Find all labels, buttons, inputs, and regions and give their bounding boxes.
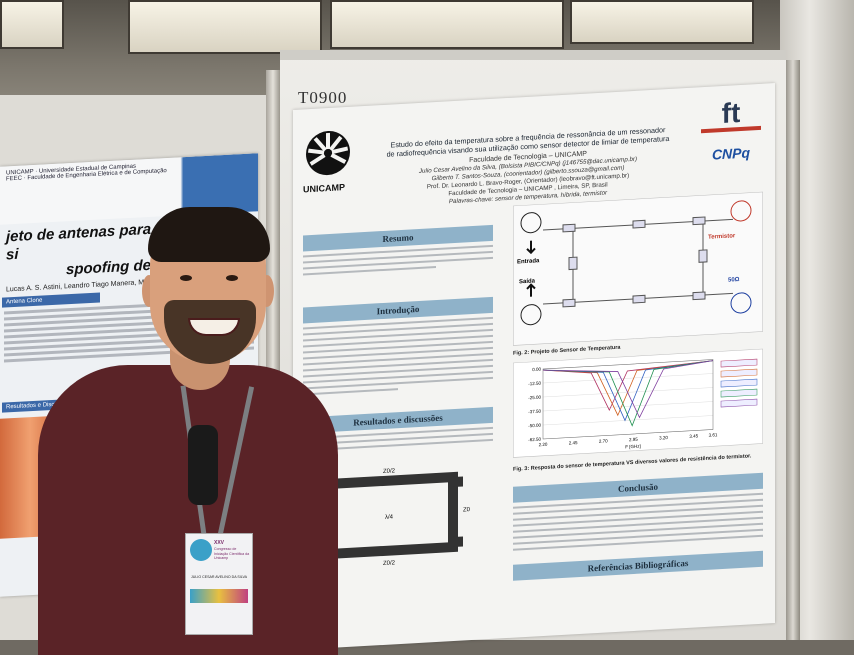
booth-pole	[786, 60, 800, 640]
badge-logo-icon	[190, 539, 212, 561]
chart-legend-swatch	[720, 378, 758, 388]
badge-stripe	[190, 589, 248, 603]
chart-y-tick: -37.50	[528, 409, 541, 415]
name-badge: XXV Congresso de Iniciação Científica da…	[185, 533, 253, 635]
chart-legend-swatch	[720, 398, 758, 408]
circuit-figure: Entrada Saída Termistor 50Ω	[512, 191, 764, 347]
chart-x-tick: 3.20	[659, 435, 668, 441]
skylight-window	[128, 0, 322, 54]
chart-gridline	[543, 415, 713, 426]
chart-series-line	[542, 360, 714, 427]
poster-right-column: Entrada Saída Termistor 50Ω Fig. 2: Proj…	[512, 191, 764, 581]
sunglasses-icon	[188, 425, 218, 505]
hybrid-label: Z0/2	[383, 560, 396, 567]
chart-legend-swatch	[720, 358, 758, 368]
chart-x-tick: 2.45	[569, 440, 578, 446]
chart-series-line	[542, 360, 714, 419]
poster-code: T0900	[298, 88, 348, 107]
chart-xlabel: F [GHz]	[625, 444, 640, 450]
hybrid-label: λ/4	[385, 514, 394, 520]
unicamp-logo: UNICAMP	[303, 126, 363, 194]
person-eye	[226, 275, 238, 281]
ft-logo-text: ft	[701, 97, 761, 134]
booth-rail	[280, 50, 786, 60]
chart-x-tick: 2.20	[539, 442, 548, 448]
person-hair	[148, 207, 270, 262]
cnpq-logo-text: CNPq	[711, 144, 751, 163]
chart-plot-area	[542, 359, 714, 440]
chart-x-tick: 2.70	[599, 438, 608, 444]
badge-name: JULIO CESAR AVELINO DA SILVA	[190, 575, 248, 579]
chart-y-tick: -25.00	[528, 395, 541, 401]
hybrid-label: Z0	[463, 507, 471, 513]
chart-y-tick: 0.00	[532, 367, 541, 373]
hybrid-label: Z0/2	[383, 468, 396, 475]
ft-logo: ft	[701, 97, 761, 134]
circuit-label-entrada: Entrada	[517, 258, 540, 265]
skylight-window	[0, 0, 64, 49]
chart-series-line	[542, 360, 714, 412]
chart-legend-swatch	[720, 368, 758, 378]
badge-line1: XXV	[214, 540, 225, 546]
chart-y-tick: -50.00	[528, 423, 541, 429]
chart-y-tick: -12.50	[528, 381, 541, 387]
person-eye	[180, 275, 192, 281]
chart-x-tick: 3.61	[709, 432, 718, 438]
cnpq-logo: CNPq	[701, 144, 761, 163]
unicamp-logo-icon	[306, 131, 350, 176]
chart-gridline	[543, 373, 713, 384]
chart-x-tick: 2.95	[629, 437, 638, 443]
circuit-label-saida: Saída	[519, 278, 536, 285]
chart-legend-swatch	[720, 388, 758, 398]
circuit-label-termistor: Termistor	[708, 233, 736, 241]
skylight-window	[330, 0, 564, 49]
main-poster: UNICAMP ft CNPq Estudo do efeito da temp…	[293, 83, 775, 651]
skylight-window	[570, 0, 754, 44]
chart-x-tick: 3.45	[689, 433, 698, 439]
chart-gridline	[543, 401, 713, 412]
badge-line2: Congresso de Iniciação Científica da Uni…	[214, 547, 250, 560]
s21-chart: 0.00 -12.50 -25.00 -37.50 -50.00 -62.502.20 2.…	[512, 348, 764, 459]
left-poster-section-bar: Antena Clone	[2, 292, 100, 308]
chart-y-tick: -62.50	[528, 437, 541, 443]
circuit-label-ohm: 50Ω	[728, 277, 740, 284]
